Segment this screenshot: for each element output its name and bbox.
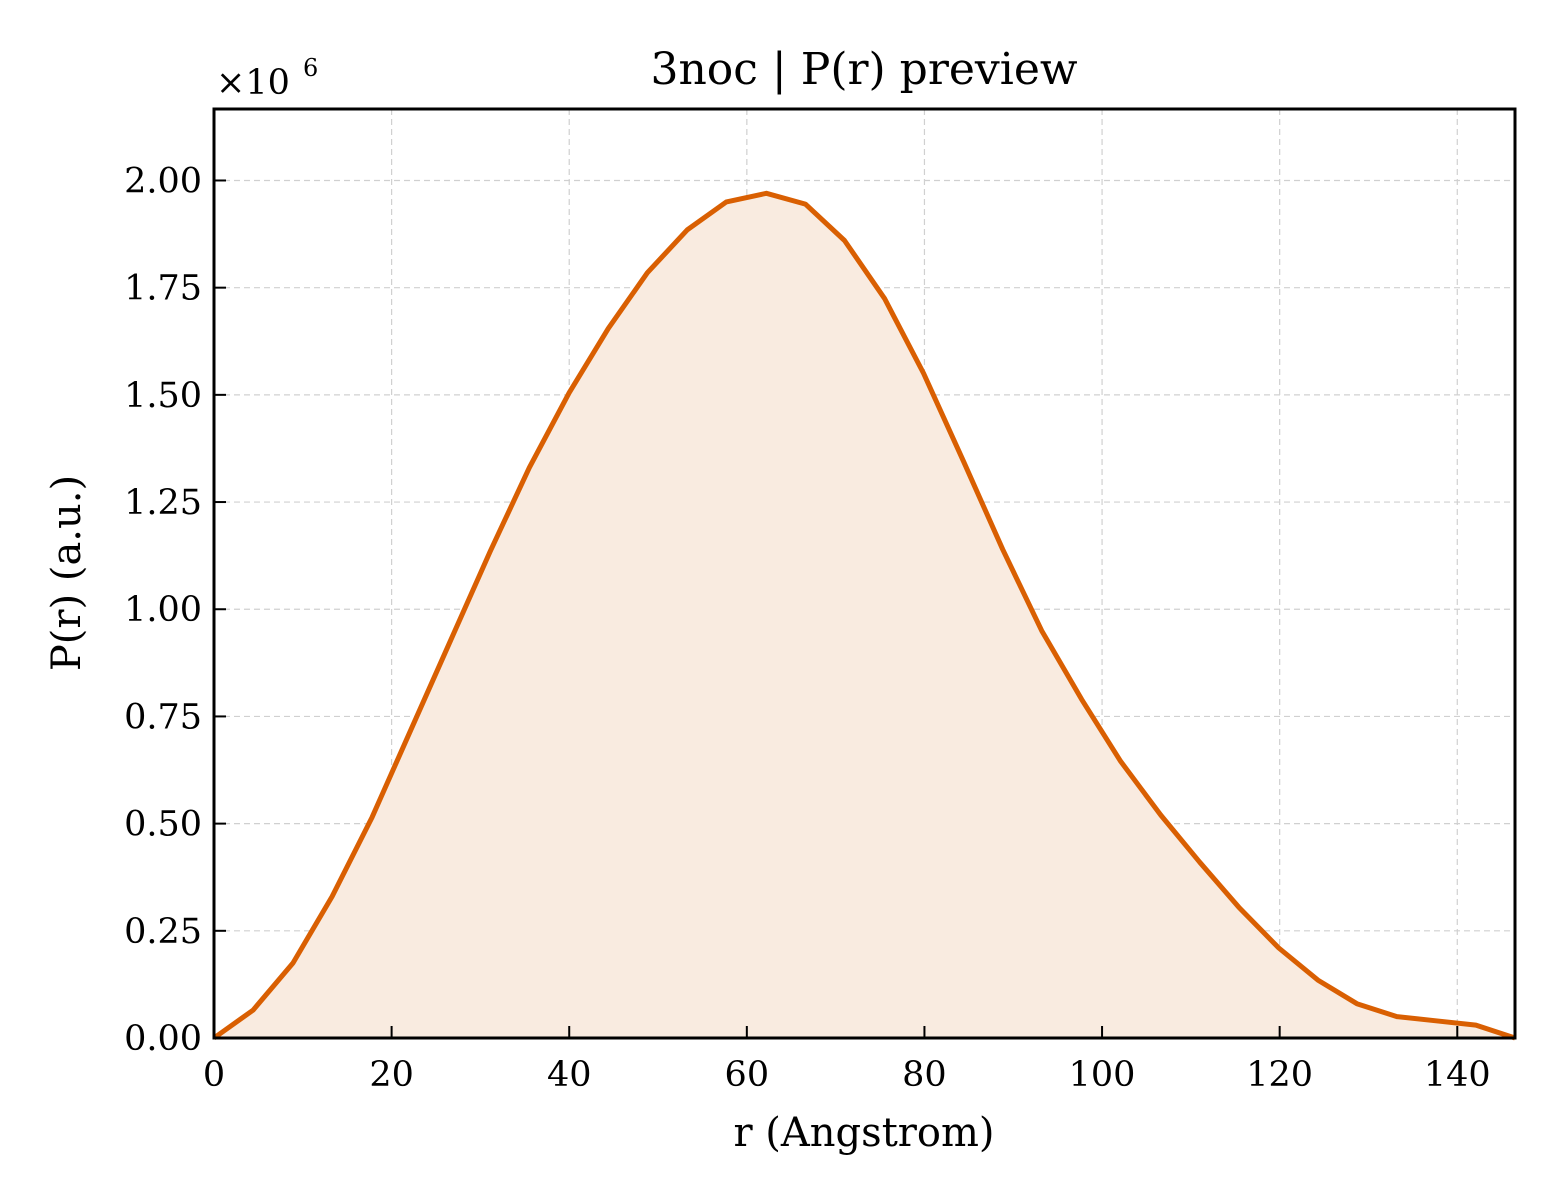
y-tick-label: 2.00 xyxy=(124,161,202,201)
x-tick-label: 140 xyxy=(1424,1055,1491,1095)
y-tick-label: 0.25 xyxy=(124,912,202,952)
y-tick-label: 1.00 xyxy=(124,590,202,630)
x-tick-labels: 0 20 40 60 80 100 120 140 xyxy=(203,1055,1491,1095)
pr-series-line xyxy=(212,190,1516,1041)
y-tick-label: 0.75 xyxy=(124,697,202,737)
y-tick-label: 1.25 xyxy=(124,483,202,523)
y-tick-label: 1.50 xyxy=(124,376,202,416)
plot-frame xyxy=(212,107,1517,1040)
y-tick-label: 0.50 xyxy=(124,805,202,845)
x-tick-label: 20 xyxy=(369,1055,414,1095)
y-tick-label: 0.00 xyxy=(124,1019,202,1059)
x-tick-label: 100 xyxy=(1069,1055,1136,1095)
x-tick-label: 80 xyxy=(902,1055,947,1095)
y-scale-factor: ×10 6 xyxy=(216,54,318,103)
x-tick-label: 40 xyxy=(547,1055,592,1095)
y-scale-exponent: 6 xyxy=(303,54,318,82)
x-tick-label: 0 xyxy=(203,1055,225,1095)
pr-area-fill xyxy=(214,193,1515,1039)
y-tick-labels: 0.00 0.25 0.50 0.75 1.00 1.25 1.50 1.75 2.00 xyxy=(124,161,202,1059)
chart-title: 3noc | P(r) preview xyxy=(650,44,1077,95)
x-tick-label: 120 xyxy=(1246,1055,1313,1095)
y-tick-label: 1.75 xyxy=(124,269,202,309)
y-scale-base: ×10 xyxy=(216,63,290,103)
x-tick-label: 60 xyxy=(725,1055,770,1095)
y-axis-label: P(r) (a.u.) xyxy=(44,475,90,671)
x-axis-label: r (Angstrom) xyxy=(733,1110,994,1156)
